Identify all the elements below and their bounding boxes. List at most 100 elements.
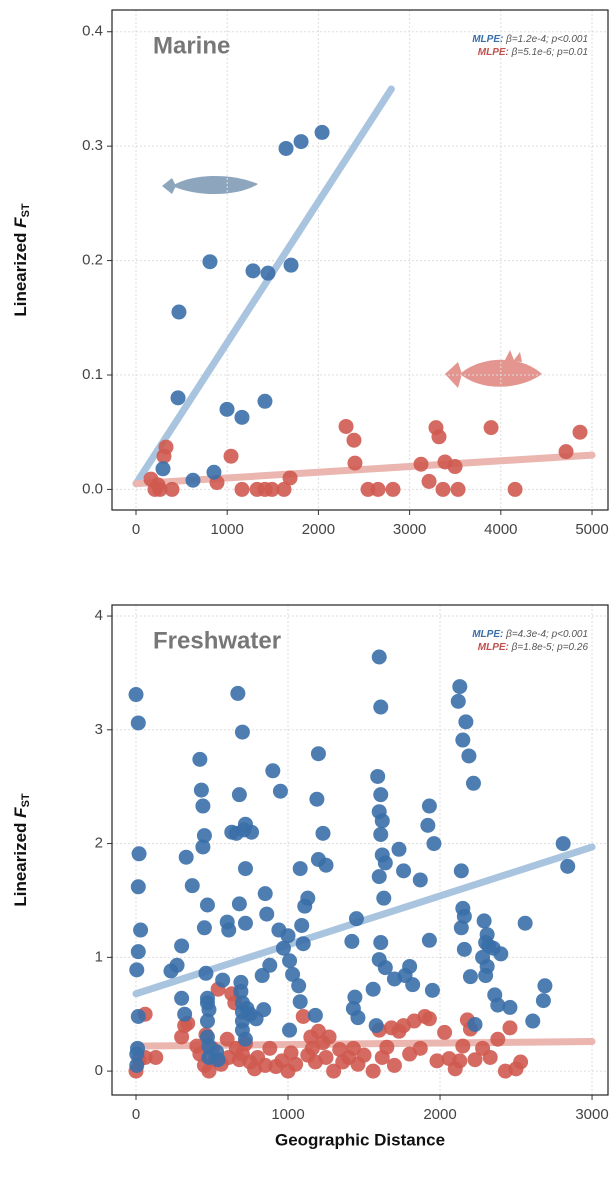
- data-point: [478, 968, 494, 984]
- y-tick-label: 4: [95, 607, 103, 624]
- annotation: MLPE: β=5.1e-6; p=0.01: [478, 47, 588, 58]
- data-point: [455, 732, 471, 748]
- x-tick-label: 2000: [302, 521, 335, 538]
- data-point: [288, 1056, 304, 1072]
- data-point: [155, 461, 171, 477]
- data-point: [490, 997, 506, 1013]
- data-point: [370, 768, 386, 784]
- y-tick-label: 0.4: [82, 23, 103, 40]
- annotation-label: MLPE:: [472, 629, 503, 640]
- data-point: [206, 464, 222, 480]
- data-point: [373, 826, 389, 842]
- x-tick-label: 2000: [423, 1106, 456, 1123]
- data-point: [350, 1010, 366, 1026]
- data-point: [307, 1007, 323, 1023]
- data-point: [391, 841, 407, 857]
- data-point: [450, 693, 466, 709]
- data-point: [385, 481, 401, 497]
- data-point: [405, 977, 421, 993]
- y-label-var: F: [11, 217, 30, 228]
- data-point: [379, 1039, 395, 1055]
- data-point: [245, 263, 261, 279]
- fish-icon: [445, 350, 542, 388]
- data-point: [386, 1057, 402, 1073]
- data-point: [282, 953, 298, 969]
- data-point: [371, 649, 387, 665]
- data-point: [310, 746, 326, 762]
- data-point: [257, 393, 273, 409]
- data-point: [482, 1049, 498, 1065]
- data-point: [294, 917, 310, 933]
- data-point: [293, 134, 309, 150]
- data-point: [493, 946, 509, 962]
- annotation-text: β=1.8e-5; p=0.26: [511, 642, 589, 653]
- data-point: [128, 687, 144, 703]
- y-axis-label: Linearized FST: [11, 793, 31, 907]
- data-point: [248, 1011, 264, 1027]
- data-point: [130, 879, 146, 895]
- data-point: [199, 995, 215, 1011]
- data-point: [148, 1049, 164, 1065]
- data-point: [221, 922, 237, 938]
- data-point: [198, 965, 214, 981]
- data-point: [164, 481, 180, 497]
- data-point: [371, 869, 387, 885]
- data-point: [447, 459, 463, 475]
- data-point: [254, 968, 270, 984]
- data-point: [402, 958, 418, 974]
- y-tick-label: 0.1: [82, 366, 103, 383]
- annotation-label: MLPE:: [478, 642, 509, 653]
- data-point: [231, 787, 247, 803]
- data-point: [373, 787, 389, 803]
- y-label-var: F: [11, 807, 30, 818]
- data-point: [347, 989, 363, 1005]
- data-point: [295, 1008, 311, 1024]
- data-point: [356, 1047, 372, 1063]
- data-point: [272, 783, 288, 799]
- data-point: [435, 481, 451, 497]
- data-point: [177, 1006, 193, 1022]
- data-point: [345, 1040, 361, 1056]
- data-point: [517, 915, 533, 931]
- data-point: [456, 941, 472, 957]
- data-point: [234, 481, 250, 497]
- data-point: [219, 1031, 235, 1047]
- data-point: [259, 906, 275, 922]
- fit-line: [132, 451, 596, 488]
- data-point: [230, 685, 246, 701]
- data-point: [292, 994, 308, 1010]
- data-point: [195, 839, 211, 855]
- data-point: [223, 448, 239, 464]
- data-point: [185, 472, 201, 488]
- data-point: [535, 993, 551, 1009]
- data-point: [196, 828, 212, 844]
- data-point: [170, 390, 186, 406]
- data-point: [237, 915, 253, 931]
- data-point: [421, 1011, 437, 1027]
- annotation-label: MLPE:: [478, 47, 509, 58]
- y-tick-label: 0: [95, 1062, 103, 1079]
- data-point: [130, 715, 146, 731]
- data-point: [413, 456, 429, 472]
- data-point: [456, 908, 472, 924]
- data-point: [502, 999, 518, 1015]
- data-point: [315, 825, 331, 841]
- data-point: [291, 978, 307, 994]
- data-point: [150, 477, 166, 493]
- y-tick-label: 0.2: [82, 252, 103, 269]
- data-point: [219, 401, 235, 417]
- data-point: [525, 1013, 541, 1029]
- x-axis-label: Geographic Distance: [275, 1130, 445, 1149]
- data-point: [184, 878, 200, 894]
- data-point: [215, 972, 231, 988]
- data-point: [377, 855, 393, 871]
- data-point: [231, 896, 247, 912]
- data-point: [283, 1045, 299, 1061]
- data-point: [386, 971, 402, 987]
- annotation: MLPE: β=1.2e-4; p<0.001: [472, 34, 588, 45]
- fit-line: [132, 85, 395, 488]
- y-label-text: Linearized: [11, 233, 30, 317]
- data-point: [346, 432, 362, 448]
- data-point: [513, 1054, 529, 1070]
